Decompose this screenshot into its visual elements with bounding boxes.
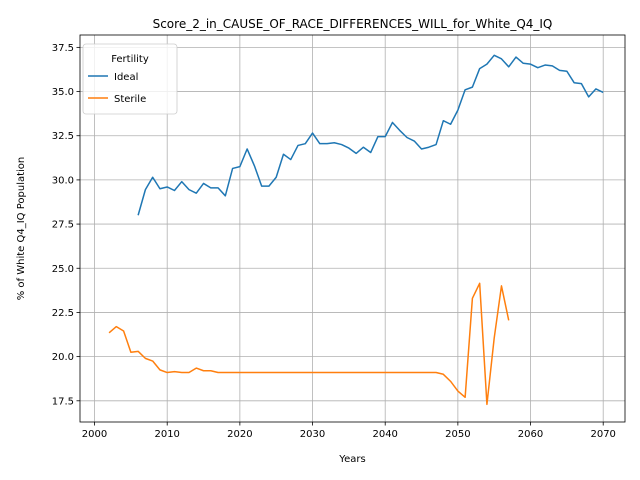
y-tick-label: 22.5 bbox=[52, 308, 74, 319]
y-tick-label: 20.0 bbox=[52, 352, 74, 363]
y-tick-label: 27.5 bbox=[52, 220, 74, 231]
y-axis-label: % of White Q4_IQ Population bbox=[16, 157, 27, 301]
y-tick-label: 30.0 bbox=[52, 175, 74, 186]
x-tick-label: 2030 bbox=[300, 429, 325, 440]
series-lines bbox=[108, 54, 604, 406]
y-tick-label: 37.5 bbox=[52, 43, 74, 54]
series-line-sterile bbox=[108, 282, 510, 406]
legend-label-sterile: Sterile bbox=[114, 94, 146, 105]
x-tick-label: 2070 bbox=[590, 429, 615, 440]
x-tick-label: 2020 bbox=[227, 429, 252, 440]
grid bbox=[80, 35, 625, 422]
plot-frame bbox=[79, 34, 626, 423]
legend-label-ideal: Ideal bbox=[114, 72, 138, 83]
x-tick-label: 2060 bbox=[518, 429, 543, 440]
y-tick-label: 32.5 bbox=[52, 131, 74, 142]
x-tick-label: 2040 bbox=[372, 429, 397, 440]
x-tick-label: 2000 bbox=[82, 429, 107, 440]
series-line-ideal bbox=[137, 54, 604, 216]
y-tick-label: 17.5 bbox=[52, 396, 74, 407]
y-axis-ticks: 17.5 20.0 22.5 25.0 27.5 30.0 32.5 35.0 37.5 bbox=[52, 43, 80, 407]
legend-title: Fertility bbox=[111, 54, 149, 65]
legend-box bbox=[82, 43, 178, 115]
chart-title: Score_2_in_CAUSE_OF_RACE_DIFFERENCES_WIL… bbox=[153, 17, 553, 31]
legend: Fertility Ideal Sterile bbox=[82, 43, 178, 115]
y-tick-label: 35.0 bbox=[52, 87, 74, 98]
x-axis-ticks: 2000 2010 2020 2030 2040 2050 2060 2070 bbox=[82, 422, 616, 440]
x-tick-label: 2050 bbox=[445, 429, 470, 440]
x-tick-label: 2010 bbox=[154, 429, 179, 440]
y-tick-label: 25.0 bbox=[52, 264, 74, 275]
x-axis-label: Years bbox=[338, 454, 365, 465]
